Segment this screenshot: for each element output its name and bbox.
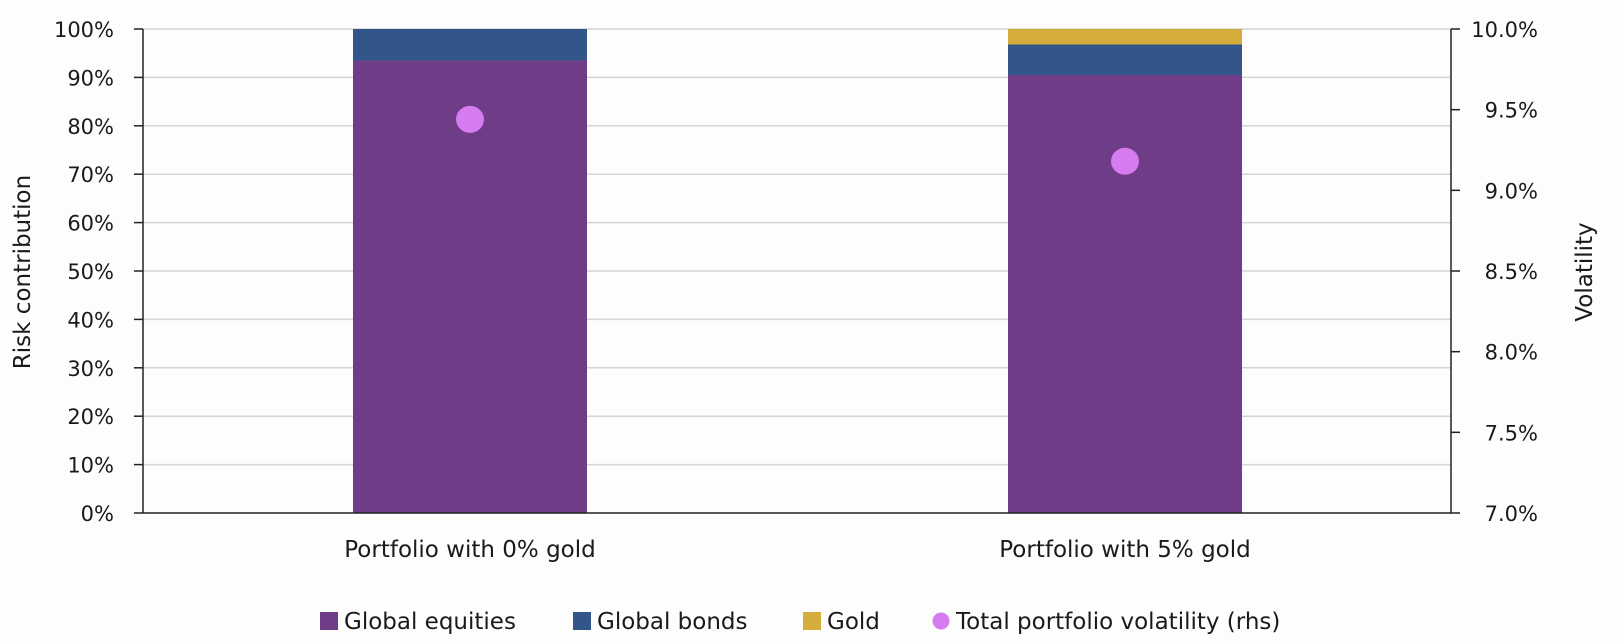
- left-tick-label: 100%: [54, 18, 114, 42]
- volatility-point: [1111, 147, 1139, 175]
- left-tick-label: 70%: [67, 163, 114, 187]
- legend-swatch-global-equities: [320, 612, 338, 630]
- volatility-point: [456, 105, 484, 133]
- legend-swatch-global-bonds: [573, 612, 591, 630]
- left-y-ticks: 0% 10% 20% 30% 40% 50% 60% 70% 80% 90% 100%: [54, 18, 143, 526]
- right-tick-label: 9.5%: [1485, 99, 1538, 123]
- left-tick-label: 30%: [67, 357, 114, 381]
- bar-global-equities: [353, 60, 587, 514]
- left-tick-label: 10%: [67, 454, 114, 478]
- left-tick-label: 0%: [81, 502, 114, 526]
- legend-label-total-portfolio-volatility-rhs: Total portfolio volatility (rhs): [955, 609, 1280, 635]
- legend-label-global-equities: Global equities: [344, 609, 516, 635]
- right-y-ticks: 7.0% 7.5% 8.0% 8.5% 9.0% 9.5% 10.0%: [1451, 18, 1538, 526]
- right-tick-label: 8.0%: [1485, 341, 1538, 365]
- left-tick-label: 50%: [67, 260, 114, 284]
- bar-gold: [1008, 29, 1242, 45]
- left-tick-label: 40%: [67, 308, 114, 332]
- legend-label-gold: Gold: [827, 609, 880, 635]
- gridlines: [143, 28, 1451, 466]
- right-tick-label: 7.0%: [1485, 502, 1538, 526]
- right-tick-label: 7.5%: [1485, 421, 1538, 445]
- left-tick-label: 20%: [67, 405, 114, 429]
- category-label: Portfolio with 5% gold: [999, 537, 1251, 563]
- right-tick-label: 8.5%: [1485, 260, 1538, 284]
- category-label: Portfolio with 0% gold: [344, 537, 596, 563]
- left-tick-label: 60%: [67, 212, 114, 236]
- left-tick-label: 90%: [67, 66, 114, 90]
- legend-swatch-gold: [803, 612, 821, 630]
- right-tick-label: 10.0%: [1471, 18, 1538, 42]
- category-labels: Portfolio with 0% gold Portfolio with 5% …: [344, 537, 1251, 563]
- bar-global-bonds: [1008, 44, 1242, 75]
- left-tick-label: 80%: [67, 115, 114, 139]
- volatility-points: [456, 105, 1139, 175]
- right-axis-title: Volatility: [1572, 222, 1598, 321]
- bar-global-bonds: [353, 29, 587, 61]
- bars: [353, 29, 1242, 514]
- left-axis-title: Risk contribution: [10, 175, 36, 369]
- legend: Global equities Global bonds Gold Total por…: [320, 609, 1280, 635]
- legend-label-global-bonds: Global bonds: [597, 609, 748, 635]
- right-tick-label: 9.0%: [1485, 179, 1538, 203]
- legend-swatch-total-portfolio-volatility-rhs: [932, 612, 950, 630]
- bar-global-equities: [1008, 74, 1242, 513]
